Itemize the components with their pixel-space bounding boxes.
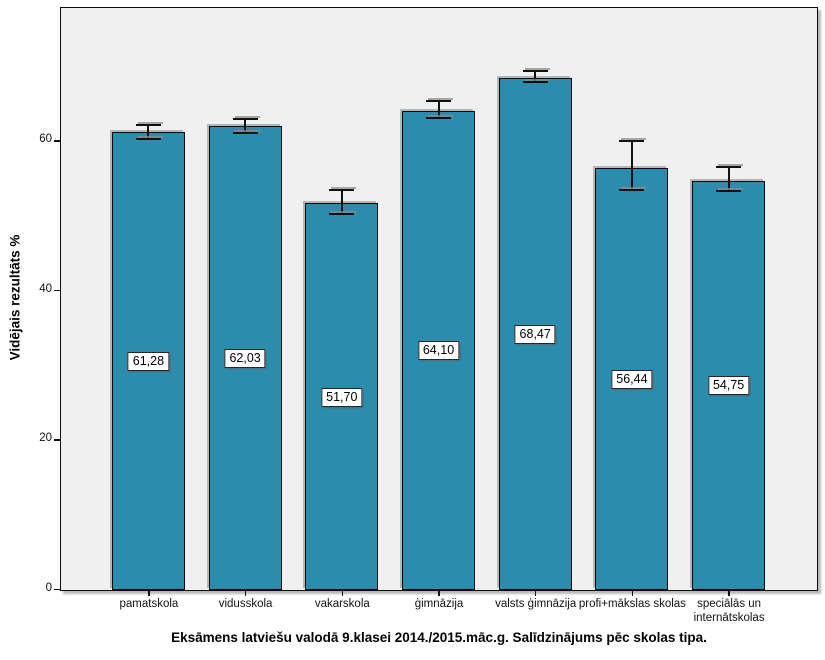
x-axis-tick — [438, 591, 440, 596]
error-bar-stem — [437, 101, 440, 117]
x-axis-category-label: profi+mākslas skolas — [578, 598, 686, 610]
error-bar-cap-top — [232, 117, 258, 120]
bar-value-label: 56,44 — [611, 370, 653, 389]
error-bar-cap-bottom — [619, 189, 645, 192]
error-bar-cap-bottom — [135, 137, 161, 140]
bar-value-label: 51,70 — [321, 387, 363, 407]
error-bar-cap-top — [716, 165, 742, 168]
bar-value-label: 61,28 — [127, 351, 170, 371]
error-bar-cap-top — [426, 99, 451, 102]
bar-value-label: 64,10 — [417, 341, 460, 361]
x-axis-tick — [631, 591, 634, 596]
error-bar-cap-top — [522, 69, 548, 72]
y-axis-tick — [54, 140, 60, 142]
y-axis-tick-label: 0 — [45, 582, 52, 594]
x-axis-tick — [728, 591, 730, 596]
y-axis-tick — [54, 439, 60, 441]
error-bar-cap-bottom — [232, 131, 258, 134]
error-bar-cap-bottom — [522, 80, 548, 83]
error-bar-stem — [727, 167, 730, 190]
error-bar-cap-top — [329, 188, 355, 191]
y-axis-tick-label: 40 — [39, 282, 52, 295]
x-axis-category-label: ģimnāzija — [414, 598, 464, 610]
chart-title: Eksāmens latviešu valodā 9.klasei 2014./… — [171, 630, 707, 645]
y-axis-tick — [54, 588, 60, 591]
x-axis-tick — [341, 591, 344, 596]
error-bar-stem — [244, 119, 247, 132]
x-axis-category-label: pamatskola — [119, 598, 179, 610]
error-bar-cap-top — [619, 140, 645, 143]
bar-value-label: 62,03 — [224, 349, 266, 369]
y-axis-title: Vidējais rezultāts % — [7, 234, 23, 361]
x-axis-tick — [148, 591, 150, 596]
error-bar-cap-bottom — [329, 213, 355, 216]
y-axis-tick-label: 60 — [39, 133, 52, 146]
error-bar-cap-bottom — [426, 116, 451, 119]
x-axis-tick — [534, 591, 537, 596]
x-axis-tick — [244, 591, 247, 596]
error-bar-stem — [534, 71, 537, 81]
error-bar-cap-top — [135, 123, 161, 126]
x-axis-category-label: vakarskola — [314, 598, 370, 610]
y-axis-tick — [54, 289, 60, 292]
bar-value-label: 68,47 — [514, 325, 556, 345]
y-axis-tick-label: 20 — [39, 432, 52, 445]
bar-value-label: 54,75 — [707, 376, 750, 396]
error-bar-stem — [340, 190, 343, 214]
error-bar-cap-bottom — [716, 189, 742, 192]
error-bar-stem — [147, 125, 150, 138]
x-axis-category-label: speciālās un internātskolas — [693, 598, 765, 624]
x-axis-category-label: valsts ģimnāzija — [495, 598, 577, 610]
x-axis-category-label: vidusskola — [218, 598, 273, 610]
error-bar-stem — [630, 142, 633, 190]
plot-area: 61,28 62,03 51,70 64,10 68,47 56,44 54,75 — [60, 7, 818, 591]
